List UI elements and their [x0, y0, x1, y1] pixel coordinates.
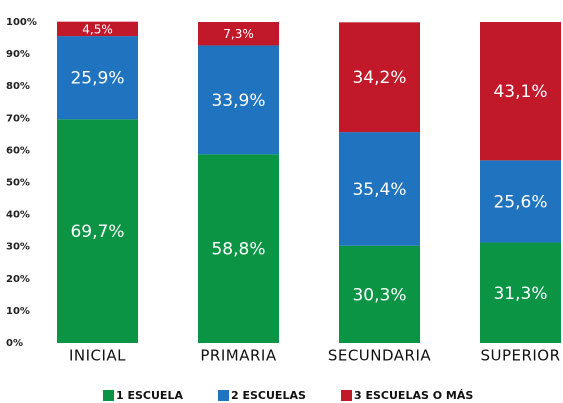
legend-swatch	[103, 390, 114, 401]
bar-segment	[57, 21, 138, 37]
y-tick-label: 20%	[6, 274, 30, 285]
value-label: 25,9%	[70, 69, 124, 89]
bar-segment	[198, 154, 279, 343]
bar-segment	[57, 36, 138, 120]
y-tick-label: 100%	[6, 17, 37, 28]
y-tick-label: 40%	[6, 210, 30, 221]
y-tick-label: 90%	[6, 49, 30, 60]
y-tick-label: 10%	[6, 306, 30, 317]
bar-segment	[57, 119, 138, 343]
bar-segment	[198, 45, 279, 155]
value-label: 31,3%	[493, 284, 547, 304]
legend-swatch	[218, 390, 229, 401]
bar-segment	[339, 132, 420, 246]
bar-segment	[198, 22, 279, 46]
y-tick-label: 70%	[6, 113, 30, 124]
value-label: 69,7%	[70, 222, 124, 242]
value-label: 34,2%	[352, 68, 406, 88]
x-tick-label: INICIAL	[69, 347, 126, 365]
bar-segment	[339, 245, 420, 343]
x-tick-label: SUPERIOR	[480, 347, 560, 365]
x-tick-label: SECUNDARIA	[328, 347, 432, 365]
y-tick-label: 0%	[6, 338, 23, 349]
value-label: 35,4%	[352, 180, 406, 200]
bar-segment	[480, 242, 561, 343]
x-tick-label: PRIMARIA	[200, 347, 276, 365]
y-tick-label: 50%	[6, 178, 30, 189]
bar-segment	[339, 22, 420, 133]
value-label: 7,3%	[223, 27, 254, 41]
legend-label: 3 ESCUELAS O MÁS	[354, 389, 473, 402]
bar-segment	[480, 22, 561, 161]
value-label: 58,8%	[211, 240, 265, 260]
value-label: 43,1%	[493, 82, 547, 102]
y-tick-label: 30%	[6, 242, 30, 253]
value-label: 30,3%	[352, 285, 406, 305]
y-tick-label: 80%	[6, 81, 30, 92]
legend-label: 1 ESCUELA	[116, 389, 183, 402]
y-tick-label: 60%	[6, 145, 30, 156]
value-label: 25,6%	[493, 192, 547, 212]
bar-segment	[480, 160, 561, 243]
value-label: 4,5%	[82, 22, 113, 36]
legend-swatch	[341, 390, 352, 401]
legend-label: 2 ESCUELAS	[231, 389, 306, 402]
value-label: 33,9%	[211, 91, 265, 111]
